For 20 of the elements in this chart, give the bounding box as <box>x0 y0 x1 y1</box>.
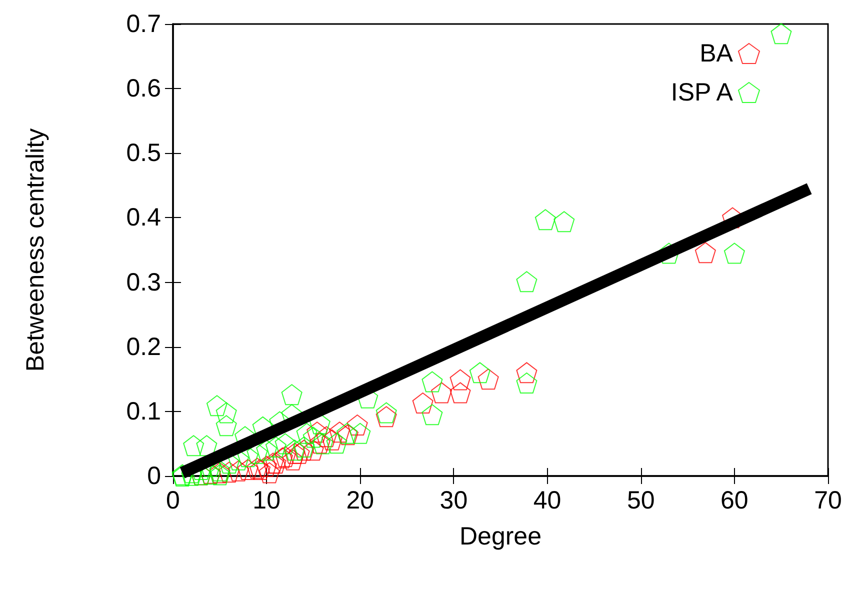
y-tick-label: 0.4 <box>126 204 162 232</box>
legend-label: ISP A <box>670 78 734 106</box>
x-axis-title: Degree <box>460 522 542 550</box>
x-tick-label: 60 <box>720 486 748 514</box>
x-tick-label: 50 <box>626 486 655 514</box>
legend-label: BA <box>700 40 734 68</box>
x-tick-label: 0 <box>166 486 180 514</box>
y-tick-label: 0.6 <box>126 74 161 103</box>
y-tick-label: 0.3 <box>126 268 161 296</box>
y-tick-label: 0.1 <box>126 397 161 426</box>
y-tick-label: 0 <box>147 462 161 490</box>
y-tick-label: 0.7 <box>126 10 161 38</box>
y-tick-label: 0.2 <box>126 332 161 361</box>
y-axis-title: Betweeness centrality <box>22 128 50 372</box>
x-tick-label: 70 <box>814 486 842 514</box>
x-tick-label: 10 <box>252 486 280 514</box>
x-tick-label: 20 <box>346 486 374 514</box>
x-tick-label: 40 <box>533 486 562 514</box>
y-tick-label: 0.5 <box>126 139 161 168</box>
x-tick-label: 30 <box>440 486 468 514</box>
